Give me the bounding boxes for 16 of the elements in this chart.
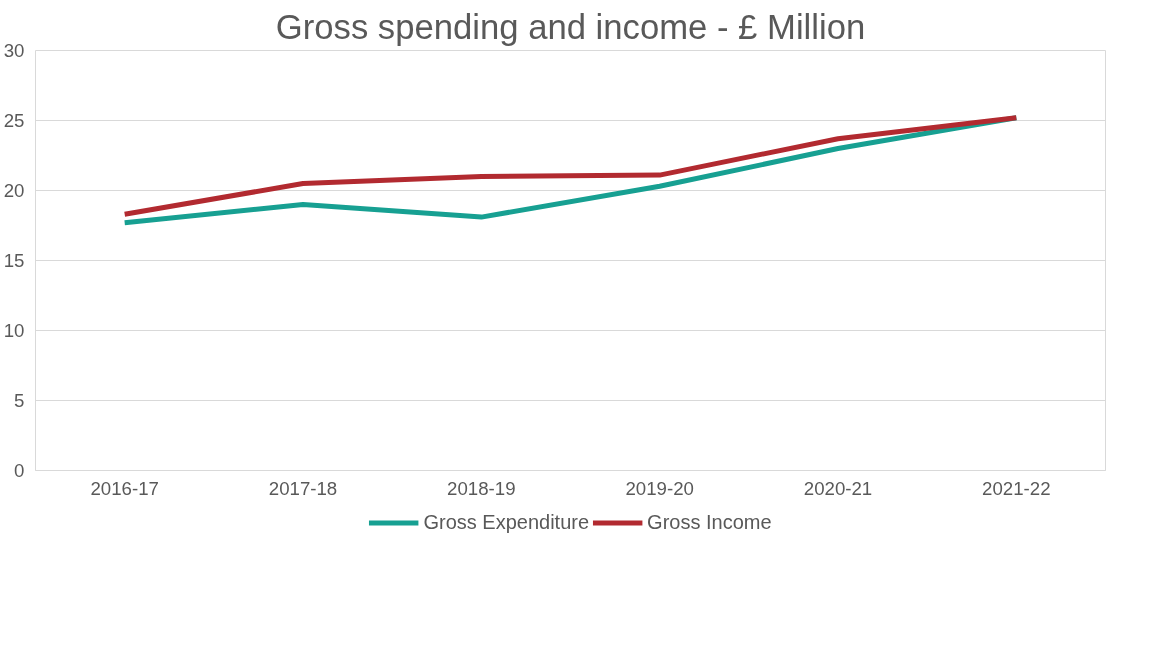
x-tick-label: 2017-18 — [268, 477, 338, 499]
y-tick-label: 0 — [14, 460, 25, 481]
x-tick-label: 2020-21 — [803, 477, 873, 499]
y-tick-label: 20 — [3, 180, 25, 201]
legend-label: Gross Expenditure — [423, 510, 590, 534]
x-tick-label: 2016-17 — [90, 477, 159, 499]
legend-label: Gross Income — [647, 510, 772, 534]
y-tick-label: 25 — [3, 110, 25, 131]
x-tick-label: 2018-19 — [447, 477, 516, 499]
x-tick-label: 2021-22 — [982, 477, 1051, 499]
y-tick-label: 5 — [14, 390, 25, 411]
x-tick-label: 2019-20 — [625, 477, 694, 499]
y-tick-label: 30 — [3, 40, 25, 61]
chart-title: Gross spending and income - £ Million — [275, 7, 866, 46]
y-tick-label: 15 — [3, 250, 25, 271]
y-tick-label: 10 — [3, 320, 25, 341]
